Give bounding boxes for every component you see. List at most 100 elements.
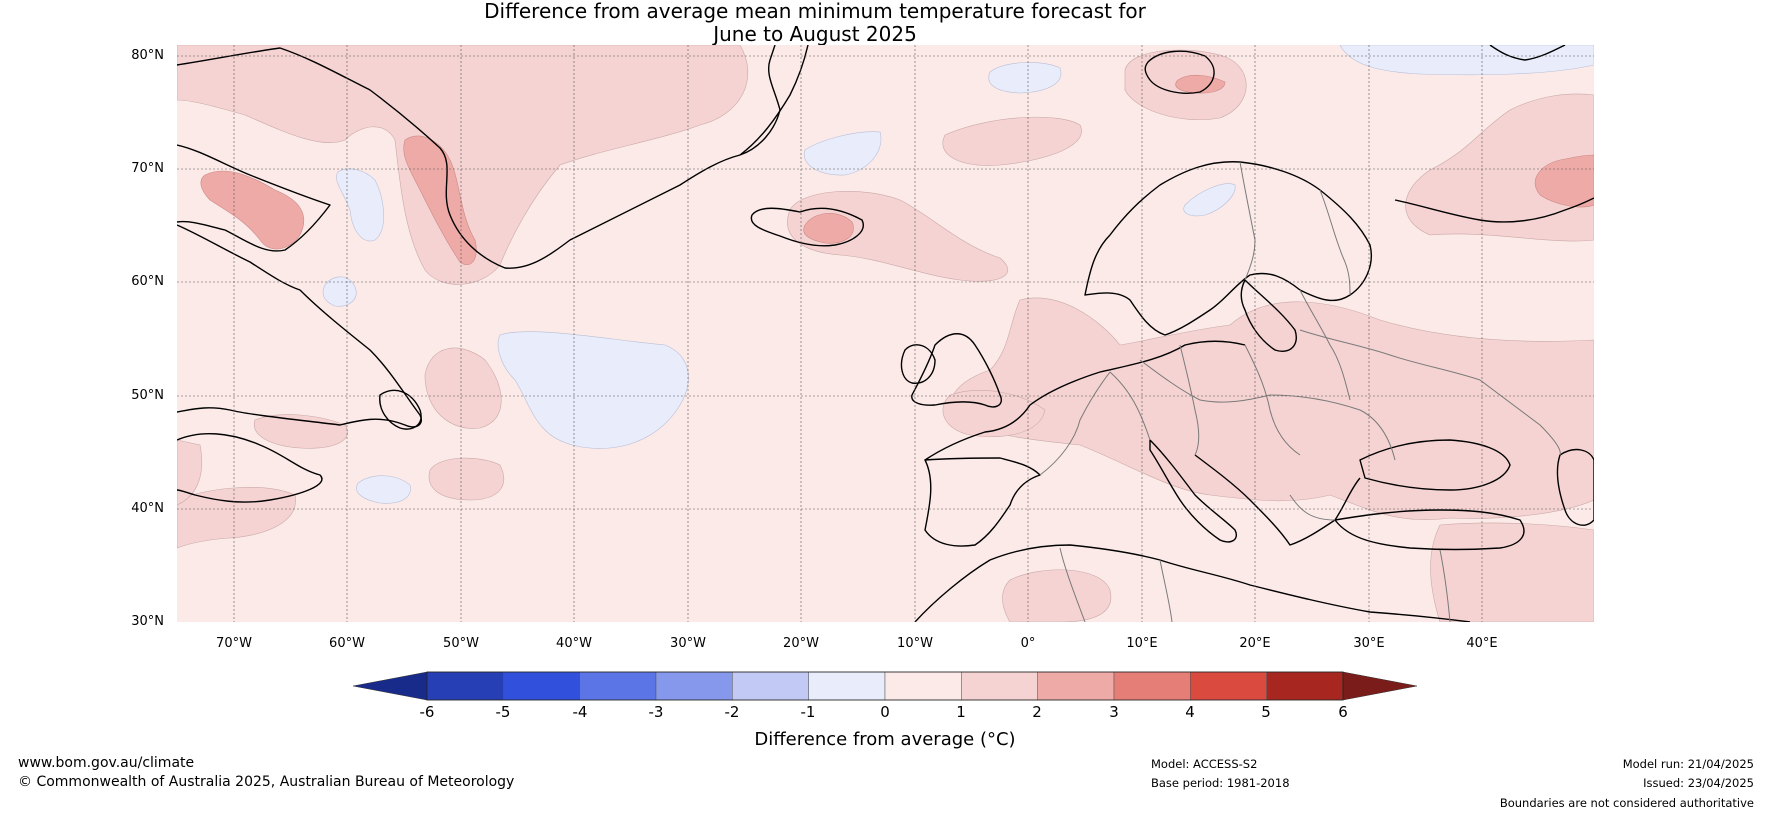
anomaly-region-barents bbox=[1405, 93, 1594, 242]
lon-label-10w: 10°W bbox=[897, 636, 933, 651]
colorbar-tick-label: -4 bbox=[572, 703, 588, 721]
title-line-1: Difference from average mean minimum tem… bbox=[484, 0, 1146, 23]
coastline-greenland bbox=[177, 45, 781, 269]
anomaly-region-cool-atlantic bbox=[497, 331, 689, 449]
colorbar-frame bbox=[426, 671, 1344, 701]
coastline-caspian bbox=[1556, 448, 1594, 526]
anomaly-region-eastern-med bbox=[1430, 522, 1594, 622]
border-path-3 bbox=[1139, 359, 1271, 403]
lat-label-30n: 30°N bbox=[131, 614, 164, 629]
anomaly-region-cool-north bbox=[1339, 45, 1594, 76]
title-line-2: June to August 2025 bbox=[713, 22, 917, 46]
colorbar-bin bbox=[732, 671, 809, 701]
anomaly-region-labrador-coast bbox=[177, 439, 203, 506]
coastline-newfoundland bbox=[379, 389, 422, 430]
colorbar-bin bbox=[1037, 671, 1115, 701]
anomaly-region-cool-mid-atlantic bbox=[356, 475, 411, 504]
border-path-4 bbox=[1179, 344, 1200, 456]
border-path-7 bbox=[1299, 329, 1481, 381]
issued-text: Issued: 23/04/2025 bbox=[1643, 776, 1754, 790]
anomaly-region-cool-baffin bbox=[336, 168, 384, 242]
anomaly-region-norwegian-sea bbox=[942, 116, 1082, 166]
border-path-9 bbox=[1239, 161, 1256, 281]
colorbar-bin bbox=[1113, 671, 1191, 701]
lat-label-40n: 40°N bbox=[131, 501, 164, 516]
colorbar bbox=[352, 671, 1418, 701]
site-link[interactable]: www.bom.gov.au/climate bbox=[18, 755, 195, 771]
border-path-15 bbox=[1479, 379, 1561, 456]
colorbar-bin bbox=[1266, 671, 1344, 701]
anomaly-region-cool-norway bbox=[1183, 183, 1236, 217]
graticule bbox=[177, 55, 1594, 510]
colorbar-tick-label: 0 bbox=[880, 703, 890, 721]
lon-label-40w: 40°W bbox=[556, 636, 592, 651]
lon-label-60w: 60°W bbox=[329, 636, 365, 651]
coastline-north-africa bbox=[914, 544, 1471, 622]
colorbar-extend-below bbox=[352, 671, 428, 701]
colorbar-tick-label: 4 bbox=[1185, 703, 1195, 721]
coastlines bbox=[177, 45, 1594, 622]
colorbar-tick-label: -2 bbox=[724, 703, 740, 721]
anomaly-region-iceland bbox=[787, 191, 1009, 282]
lon-label-40e: 40°E bbox=[1466, 636, 1498, 651]
anomaly-region-baffin bbox=[200, 170, 305, 250]
colorbar-tick-label: -1 bbox=[800, 703, 816, 721]
colorbar-tick-label: -3 bbox=[648, 703, 664, 721]
anomaly-region-greenland-east bbox=[403, 135, 477, 266]
lon-label-50w: 50°W bbox=[443, 636, 479, 651]
colorbar-tick-label: 1 bbox=[956, 703, 966, 721]
border-path-1 bbox=[1039, 371, 1111, 476]
coastline-baffin bbox=[177, 144, 331, 252]
coastline-ireland bbox=[900, 344, 936, 384]
coastline-british-isles bbox=[911, 333, 1002, 408]
anomaly-region-us-coast bbox=[177, 487, 296, 549]
colorbar-bin bbox=[808, 671, 886, 701]
lon-label-20e: 20°E bbox=[1239, 636, 1271, 651]
colorbar-tick-label: 5 bbox=[1261, 703, 1271, 721]
anomaly-region-cool-jan-mayen bbox=[988, 62, 1062, 94]
coastline-italy bbox=[1149, 439, 1237, 543]
colorbar-tick-label: 6 bbox=[1338, 703, 1348, 721]
anomaly-region-cool-labrador bbox=[322, 276, 357, 307]
coastline-labrador bbox=[177, 224, 422, 428]
coastline-scandinavia bbox=[1084, 161, 1372, 336]
model-run-text: Model run: 21/04/2025 bbox=[1622, 757, 1754, 771]
border-path-13 bbox=[1059, 547, 1086, 622]
colorbar-label: Difference from average (°C) bbox=[754, 729, 1016, 750]
anomaly-region-greenland bbox=[177, 45, 749, 285]
coastline-white-sea bbox=[1394, 197, 1594, 223]
lat-label-50n: 50°N bbox=[131, 388, 164, 403]
lon-label-30w: 30°W bbox=[670, 636, 706, 651]
colorbar-tick-label: 2 bbox=[1032, 703, 1042, 721]
colorbar-bin bbox=[579, 671, 657, 701]
coastline-black-sea bbox=[1359, 439, 1511, 491]
country-borders bbox=[1039, 161, 1561, 622]
border-path-6 bbox=[1269, 394, 1396, 461]
coastline-svalbard bbox=[1144, 50, 1215, 94]
colorbar-extend-above bbox=[1342, 671, 1418, 701]
coastline-continental-europe bbox=[924, 340, 1246, 461]
anomaly-region-atlantic-2 bbox=[428, 457, 505, 501]
coastline-iceland bbox=[750, 207, 864, 247]
colorbar-tick-label: -6 bbox=[419, 703, 435, 721]
anomaly-region-iceland-core bbox=[803, 213, 854, 244]
lat-label-60n: 60°N bbox=[131, 274, 164, 289]
disclaimer-text: Boundaries are not considered authoritat… bbox=[1499, 796, 1754, 810]
colorbar-bin bbox=[1190, 671, 1267, 701]
border-path-10 bbox=[1319, 189, 1351, 296]
border-path-2 bbox=[1109, 371, 1151, 441]
border-path-11 bbox=[1289, 494, 1336, 521]
lat-label-80n: 80°N bbox=[131, 48, 164, 63]
anomaly-region-north-africa bbox=[1002, 569, 1112, 622]
lon-label-30e: 30°E bbox=[1353, 636, 1385, 651]
coastline-greenland-east bbox=[739, 45, 809, 156]
map-title: Difference from average mean minimum tem… bbox=[0, 0, 1630, 46]
colorbar-bin bbox=[426, 671, 504, 701]
border-path-14 bbox=[1439, 549, 1451, 622]
border-path-5 bbox=[1244, 344, 1301, 456]
coastline-turkey bbox=[1334, 509, 1525, 551]
meridians bbox=[233, 45, 1483, 622]
colorbar-bin bbox=[503, 671, 580, 701]
lon-label-0: 0° bbox=[1020, 636, 1036, 651]
